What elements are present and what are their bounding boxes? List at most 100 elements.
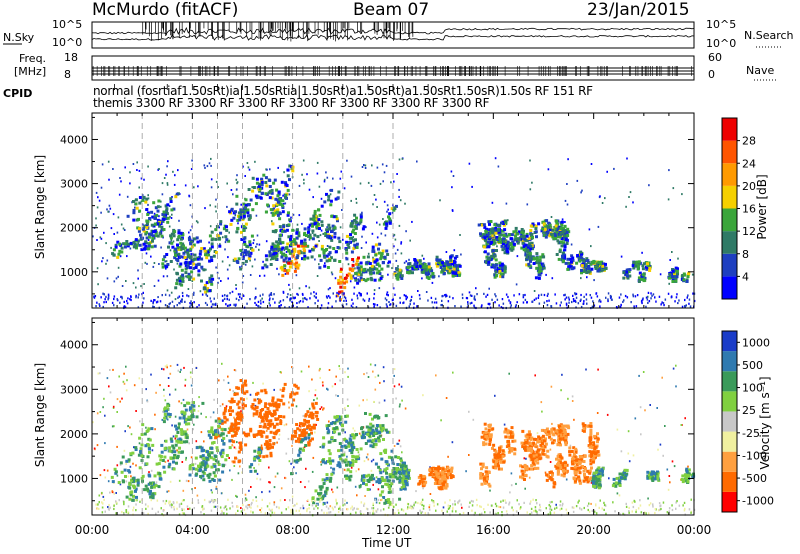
velocity-echo-cell (312, 501, 316, 505)
power-echo-cell (455, 264, 459, 268)
power-scatter-cell (106, 208, 108, 211)
power-ground-cell (96, 301, 98, 304)
power-echo-cell (144, 232, 148, 236)
power-echo-cell (512, 230, 516, 234)
velocity-echo-cell (261, 419, 265, 423)
power-echo-cell (544, 235, 548, 239)
power-echo-cell (118, 242, 122, 246)
velocity-scatter-cell (167, 385, 170, 387)
power-echo-cell (411, 271, 414, 275)
power-echo-cell (500, 244, 504, 248)
power-scatter-cell (180, 300, 182, 303)
power-ground-cell (522, 296, 525, 299)
power-echo-cell (286, 242, 290, 246)
velocity-scatter-cell (182, 398, 185, 401)
power-echo-cell (535, 235, 538, 239)
power-echo-cell (635, 260, 639, 264)
velocity-scatter-cell (273, 501, 276, 504)
power-echo-cell (419, 263, 422, 267)
power-echo-cell (293, 262, 297, 266)
power-echo-cell (327, 198, 331, 202)
power-echo-cell (445, 260, 449, 264)
power-echo-cell (190, 270, 194, 274)
power-scatter-cell (550, 216, 553, 218)
velocity-echo-cell (391, 475, 395, 479)
power-scatter-cell (269, 258, 272, 261)
power-scatter-cell (316, 172, 319, 175)
power-echo-cell (283, 269, 287, 273)
power-echo-cell (277, 242, 281, 246)
velocity-echo-cell (157, 462, 161, 466)
power-echo-cell (506, 244, 510, 248)
power-ground-cell (142, 291, 144, 294)
power-scatter-cell (226, 268, 229, 271)
power-echo-cell (164, 210, 168, 214)
velocity-scatter-cell (276, 472, 279, 475)
power-scatter-cell (141, 194, 144, 197)
power-echo-cell (558, 250, 562, 253)
power-scatter-cell (149, 219, 152, 222)
velocity-scatter-cell (302, 507, 305, 510)
velocity-echo-cell (400, 459, 403, 463)
power-scatter-cell (236, 188, 238, 191)
velocity-scatter-cell (151, 449, 154, 452)
power-echo-cell (271, 256, 274, 260)
power-scatter-cell (170, 217, 173, 219)
power-ground-cell (664, 298, 667, 301)
velocity-scatter-cell (567, 397, 569, 400)
power-scatter-cell (302, 297, 304, 300)
velocity-scatter-cell (489, 489, 491, 492)
power-echo-cell (494, 231, 498, 235)
power-scatter-cell (252, 242, 255, 245)
velocity-echo-cell (276, 398, 280, 402)
power-ground-cell (406, 296, 408, 299)
velocity-scatter-cell (314, 394, 317, 397)
power-echo-cell (604, 262, 607, 266)
power-scatter-cell (388, 301, 390, 303)
power-echo-cell (182, 251, 186, 255)
power-ground-cell (389, 303, 392, 306)
power-scatter-cell (516, 301, 518, 304)
velocity-echo-cell (246, 433, 250, 437)
power-ground-cell (538, 294, 540, 297)
power-echo-cell (295, 261, 299, 265)
velocity-echo-cell (384, 414, 388, 418)
velocity-scatter-cell (116, 398, 119, 401)
power-ground-cell (350, 304, 353, 307)
power-scatter-cell (169, 249, 172, 252)
power-echo-cell (186, 255, 190, 259)
velocity-echo-cell (114, 470, 118, 474)
power-echo-cell (361, 227, 365, 231)
velocity-echo-cell (385, 430, 389, 434)
power-echo-cell (188, 238, 192, 241)
power-echo-cell (431, 275, 435, 279)
power-echo-cell (356, 266, 360, 270)
power-echo-cell (351, 221, 355, 225)
power-echo-cell (144, 200, 148, 204)
velocity-scatter-cell (174, 415, 177, 418)
power-echo-cell (132, 218, 136, 222)
velocity-echo-cell (383, 468, 387, 472)
power-scatter-cell (254, 287, 257, 290)
power-echo-cell (367, 260, 370, 264)
power-scatter-cell (224, 248, 226, 251)
power-scatter-cell (405, 260, 408, 263)
velocity-echo-cell (371, 445, 375, 449)
velocity-echo-cell (379, 452, 383, 456)
power-ground-cell (399, 301, 401, 304)
power-echo-cell (530, 241, 534, 245)
velocity-scatter-cell (510, 472, 513, 475)
power-echo-cell (259, 196, 263, 200)
power-echo-cell (599, 262, 602, 266)
power-echo-cell (504, 240, 508, 244)
power-echo-cell (165, 265, 168, 269)
power-echo-cell (150, 232, 154, 236)
power-ground-cell (113, 297, 115, 301)
power-echo-cell (320, 204, 324, 208)
power-echo-cell (571, 256, 575, 260)
power-echo-cell (286, 188, 290, 192)
power-ground-cell (246, 302, 248, 305)
velocity-scatter-cell (227, 375, 229, 378)
power-echo-cell (245, 250, 249, 254)
velocity-echo-cell (187, 422, 191, 426)
